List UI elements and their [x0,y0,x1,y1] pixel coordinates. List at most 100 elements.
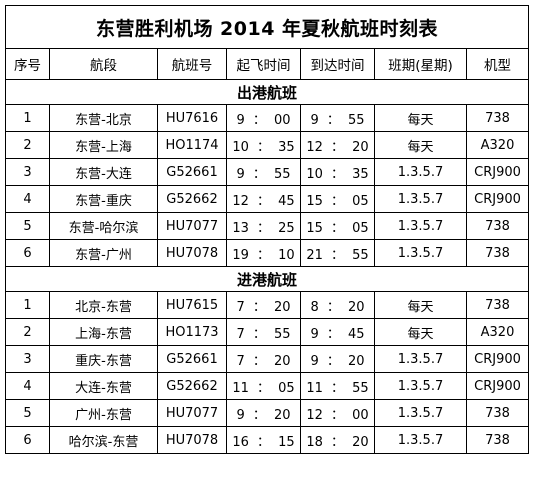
cell-days: 1.3.5.7 [374,212,467,240]
cell-arrival: 10 ： 35 [300,158,375,186]
cell-route: 北京-东营 [49,291,158,319]
table-row: 2 东营-上海 HO1174 10 ： 35 12 ： 20 每天 A320 [5,131,530,159]
cell-flight: HU7616 [157,104,227,132]
cell-departure: 19 ： 10 [226,239,301,267]
flight-schedule-table: 东营胜利机场 2014 年夏秋航班时刻表 序号 航段 航班号 起飞时间 到达时间… [4,5,530,454]
cell-no: 1 [5,104,50,132]
cell-no: 2 [5,318,50,346]
cell-departure: 7 ： 55 [226,318,301,346]
table-row: 4 东营-重庆 G52662 12 ： 45 15 ： 05 1.3.5.7 CRJ900 [5,185,530,213]
cell-flight: HU7078 [157,426,227,454]
cell-route: 东营-北京 [49,104,158,132]
cell-days: 1.3.5.7 [374,399,467,427]
cell-route: 重庆-东营 [49,345,158,373]
cell-departure: 11 ： 05 [226,372,301,400]
cell-no: 5 [5,212,50,240]
cell-arrival: 9 ： 20 [300,345,375,373]
cell-arrival: 18 ： 20 [300,426,375,454]
cell-route: 东营-大连 [49,158,158,186]
cell-no: 2 [5,131,50,159]
header-aircraft: 机型 [465,48,530,80]
table-row: 5 广州-东营 HU7077 9 ： 20 12 ： 00 1.3.5.7 738 [5,399,530,427]
table-row: 4 大连-东营 G52662 11 ： 05 11 ： 55 1.3.5.7 CRJ900 [5,372,530,400]
cell-departure: 10 ： 35 [226,131,301,159]
cell-days: 1.3.5.7 [374,185,467,213]
cell-days: 每天 [374,291,467,319]
section-row: 出港航班 [4,79,530,105]
cell-departure: 9 ： 20 [226,399,301,427]
section-row: 进港航班 [4,266,530,292]
cell-no: 6 [5,239,50,267]
cell-flight: HO1174 [157,131,227,159]
cell-no: 4 [5,372,50,400]
header-departure: 起飞时间 [226,48,301,80]
cell-flight: G52662 [157,185,227,213]
cell-days: 每天 [374,104,467,132]
cell-arrival: 11 ： 55 [300,372,375,400]
cell-arrival: 12 ： 00 [300,399,375,427]
section-title: 出港航班 [4,79,530,105]
cell-no: 1 [5,291,50,319]
cell-aircraft: 738 [465,426,530,454]
table-row: 1 东营-北京 HU7616 9 ： 00 9 ： 55 每天 738 [5,104,530,132]
schedule-sheet: 东营胜利机场 2014 年夏秋航班时刻表 序号 航段 航班号 起飞时间 到达时间… [4,5,530,454]
cell-route: 上海-东营 [49,318,158,346]
cell-aircraft: CRJ900 [465,372,530,400]
cell-arrival: 15 ： 05 [300,185,375,213]
header-route: 航段 [49,48,158,80]
table-row: 1 北京-东营 HU7615 7 ： 20 8 ： 20 每天 738 [5,291,530,319]
cell-flight: G52661 [157,345,227,373]
page-title: 东营胜利机场 2014 年夏秋航班时刻表 [4,5,530,49]
cell-arrival: 9 ： 45 [300,318,375,346]
cell-route: 广州-东营 [49,399,158,427]
table-row: 3 东营-大连 G52661 9 ： 55 10 ： 35 1.3.5.7 CRJ900 [5,158,530,186]
cell-departure: 7 ： 20 [226,345,301,373]
cell-no: 3 [5,158,50,186]
cell-flight: HU7078 [157,239,227,267]
cell-arrival: 8 ： 20 [300,291,375,319]
cell-days: 1.3.5.7 [374,239,467,267]
cell-flight: HU7615 [157,291,227,319]
cell-departure: 7 ： 20 [226,291,301,319]
cell-route: 东营-重庆 [49,185,158,213]
cell-arrival: 15 ： 05 [300,212,375,240]
cell-days: 1.3.5.7 [374,158,467,186]
cell-route: 东营-广州 [49,239,158,267]
cell-arrival: 21 ： 55 [300,239,375,267]
title-row: 东营胜利机场 2014 年夏秋航班时刻表 [4,5,530,49]
header-flight: 航班号 [157,48,227,80]
header-days: 班期(星期) [374,48,467,80]
table-row: 3 重庆-东营 G52661 7 ： 20 9 ： 20 1.3.5.7 CRJ900 [5,345,530,373]
cell-departure: 13 ： 25 [226,212,301,240]
cell-departure: 9 ： 55 [226,158,301,186]
table-row: 6 东营-广州 HU7078 19 ： 10 21 ： 55 1.3.5.7 738 [5,239,530,267]
cell-aircraft: 738 [465,239,530,267]
cell-departure: 9 ： 00 [226,104,301,132]
cell-aircraft: 738 [465,291,530,319]
cell-no: 4 [5,185,50,213]
cell-days: 每天 [374,131,467,159]
table-row: 2 上海-东营 HO1173 7 ： 55 9 ： 45 每天 A320 [5,318,530,346]
cell-days: 每天 [374,318,467,346]
cell-aircraft: CRJ900 [465,158,530,186]
cell-aircraft: A320 [465,318,530,346]
cell-flight: HU7077 [157,212,227,240]
cell-aircraft: 738 [465,104,530,132]
header-no: 序号 [5,48,50,80]
cell-flight: G52661 [157,158,227,186]
cell-flight: G52662 [157,372,227,400]
cell-flight: HU7077 [157,399,227,427]
cell-days: 1.3.5.7 [374,426,467,454]
table-row: 5 东营-哈尔滨 HU7077 13 ： 25 15 ： 05 1.3.5.7 738 [5,212,530,240]
cell-aircraft: A320 [465,131,530,159]
cell-flight: HO1173 [157,318,227,346]
cell-days: 1.3.5.7 [374,345,467,373]
cell-route: 东营-上海 [49,131,158,159]
cell-arrival: 9 ： 55 [300,104,375,132]
cell-departure: 16 ： 15 [226,426,301,454]
cell-aircraft: 738 [465,212,530,240]
cell-route: 东营-哈尔滨 [49,212,158,240]
cell-route: 大连-东营 [49,372,158,400]
section-title: 进港航班 [4,266,530,292]
table-row: 6 哈尔滨-东营 HU7078 16 ： 15 18 ： 20 1.3.5.7 738 [5,426,530,454]
